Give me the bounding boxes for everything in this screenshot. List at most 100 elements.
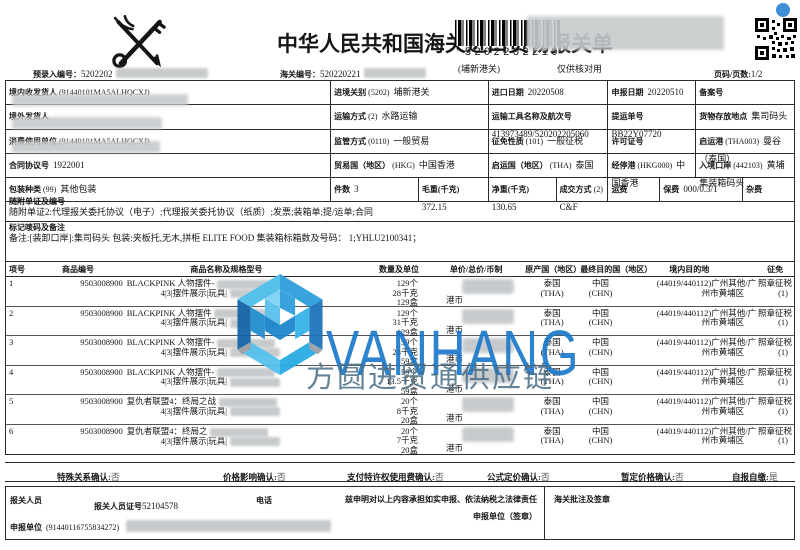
field-transport-mode: 运输方式 (2) 水路运输 [330,105,488,129]
goods-name: BLACKPINK 人物摆件- 4|3|摆件展示|玩具| [123,277,326,306]
qr-code [755,17,797,66]
redaction-blur [461,308,514,324]
item-no: 4 [9,366,14,377]
field-consignee: 境内收发货人 (91440101MA5ALHQCXJ) [9,88,150,97]
goods-table-header: 项号 商品编号 商品名称及规格型号 数量及单位 单价/总价/币制 原产国（地区）… [6,262,794,277]
provisional-price-confirm: 暂定价格确认: [621,472,675,482]
field-storage-place: 货物存放地点 集司码头 [695,105,794,129]
goods-table-row: 5 9503008900 复仇者联盟4：终局之战 4|3|摆件展示|玩具| 20… [6,395,794,425]
customs-note-label: 海关批注及签章 [554,495,610,504]
confirmation-strip: 特殊关系确认:否 价格影响确认:否 支付特许权使用费确认:否 公式定价确认:否 … [5,462,795,482]
quantity-unit: 20个 7千克 20盒 [396,425,418,455]
declarant-label: 报关人员 [10,496,42,505]
item-no: 6 [9,425,14,436]
field-trade-country: 贸易国（地区） (HKG) 中国香港 [330,154,488,177]
destination-country: 中国 (CHN) [588,366,613,387]
field-transaction-mode: 成交方式 (2) C&F [555,178,608,212]
item-no: 5 [9,396,14,407]
origin-country: 泰国 (THA) [540,366,564,387]
goods-name: 复仇者联盟4：终局之 4|3|摆件展示|玩具| [123,425,326,454]
customs-emblem-icon [102,13,176,76]
customs-no: 海关编号：520220221 [280,64,426,82]
domestic-destination: (44019/440112)广州其他/广 州市黄埔区 [656,366,757,387]
redaction-blur [461,279,514,294]
barcode-text: *5202202210 [455,47,561,59]
hs-code: 9503008900 [80,366,123,377]
redaction-blur [461,397,514,413]
footer-box: 报关人员 报关人员证号52104578 电话 兹申明对以上内容承担如实申报、依法… [5,486,795,540]
field-overseas-shipper: 境外发货人 [6,105,330,129]
declaration-statement: 兹申明对以上内容承担如实申报、依法纳税之法律责任 [345,495,537,504]
field-transport-name: 运输工具名称及航次号 413973489/520202205060 [487,105,608,139]
goods-name: BLACKPINK 人物摆件- 4|3|摆件展示|玩具| [123,336,326,365]
goods-table-row: 6 9503008900 复仇者联盟4：终局之 4|3|摆件展示|玩具| 20个… [6,425,794,454]
origin-country: 泰国 (THA) [540,278,564,298]
destination-country: 中国 (CHN) [588,337,613,357]
domestic-destination: (44019/440112)广州其他/广 州市黄埔区 [656,307,757,328]
domestic-destination: (44019/440112)广州其他/广 州市黄埔区 [656,425,757,446]
self-declare-confirm: 自报自缴: [732,472,769,482]
port-note: (埔新港关) [458,64,500,74]
field-supervision-mode: 监管方式 (0110) 一般贸易 [330,130,488,153]
hs-code: 9503008900 [80,337,123,348]
goods-table-row: 2 9503008900 BLACKPINK 人物摆件 4|3|摆件展示|玩具|… [6,307,794,337]
redaction-blur [12,117,162,129]
goods-table-row: 4 9503008900 BLACKPINK 人物摆件- 4|3|摆件展示|玩具… [6,366,794,396]
redaction-blur [230,289,281,299]
pre-entry-label: 预录入编号： [33,70,81,79]
domestic-destination: (44019/440112)广州其他/广 州市黄埔区 [656,396,757,416]
tax-exemption: 照章征税 (1) [758,366,793,387]
redaction-blur [214,309,273,319]
redaction-blur [461,367,514,383]
redaction-blur [461,426,514,442]
hs-code: 9503008900 [80,396,123,407]
redaction-blur [115,68,208,79]
field-misc-fee: 杂费 [742,178,794,201]
declarant-id: 报关人员证号52104578 [94,501,178,511]
origin-country: 泰国 (THA) [540,307,564,328]
field-departure-port: 启运港 (THA003) 曼谷（泰国） [695,130,794,164]
quantity-unit: 59个 24千克 59盒 [392,337,418,367]
price-currency: 港币 [426,307,525,336]
tax-exemption: 照章征税 (1) [758,425,793,446]
field-entry-port: 入境口岸 (442103) 黄埔集装箱码头 [695,154,794,188]
redaction-blur [217,279,276,289]
field-contract-no: 合同协议号 1922001 [9,160,85,170]
field-gross-weight: 毛重(千克) 372.15 [417,178,488,212]
special-relation-confirm: 特殊关系确认: [57,472,111,482]
redaction-blur [527,16,724,50]
goods-name: BLACKPINK 人物摆件 4|3|摆件展示|玩具| [123,307,326,336]
marks-remarks: 标记唛码及备注 备注:[装卸口岸]:集司码头 包装:夹板托,无木,拼柜 ELIT… [5,222,795,262]
field-pieces: 件数 3 [330,178,418,201]
redaction-blur [217,338,276,348]
pre-entry-no: 预录入编号：5202202 [33,64,208,82]
royalty-payment-confirm: 支付特许权使用费确认: [347,472,435,482]
redaction-blur [230,318,281,328]
item-no: 1 [9,278,14,288]
field-insurance: 保费 000/0.3/1 [659,178,742,201]
goods-rows: 1 9503008900 BLACKPINK 人物摆件- 4|3|摆件展示|玩具… [6,277,794,454]
origin-country: 泰国 (THA) [540,396,564,416]
redaction-blur [210,427,269,437]
destination-country: 中国 (CHN) [588,396,613,416]
phone-label: 电话 [256,496,272,505]
destination-country: 中国 (CHN) [588,278,613,298]
field-tax-nature: 征免性质 (101) 一般征税 [487,130,608,153]
field-declare-date: 申报日期 20220510 [607,81,695,104]
tax-exemption: 照章征税 (1) [758,307,793,328]
goods-table-row: 1 9503008900 BLACKPINK 人物摆件- 4|3|摆件展示|玩具… [6,277,794,307]
destination-country: 中国 (CHN) [588,307,613,328]
goods-name: 复仇者联盟4：终局之战 4|3|摆件展示|玩具| [123,395,326,424]
redaction-blur [217,368,276,378]
price-currency: 港币 [426,425,525,454]
page-number: 页码/页数:1/2 [714,69,763,79]
price-influence-confirm: 价格影响确认: [223,472,277,482]
field-record-no: 备案号 [695,81,794,104]
price-currency: 港币 [426,277,525,306]
price-currency: 港币 [426,395,525,424]
declare-unit-sign-label: 申报单位（签章） [473,512,537,521]
formula-pricing-confirm: 公式定价确认: [487,472,541,482]
goods-table: 项号 商品编号 商品名称及规格型号 数量及单位 单价/总价/币制 原产国（地区）… [5,262,795,455]
redaction-blur [12,94,188,106]
